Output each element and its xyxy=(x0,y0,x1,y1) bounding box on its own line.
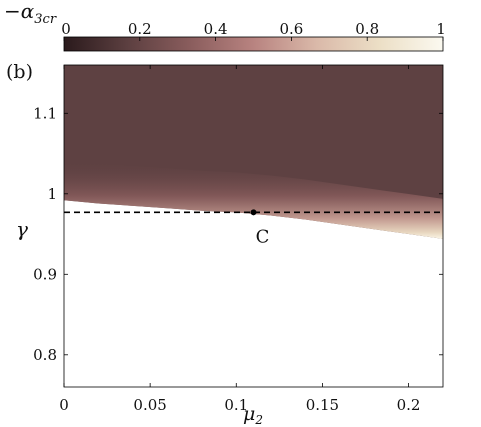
y-axis-ticks: 0.8 0.9 1 1.1 xyxy=(33,104,443,364)
colorbar-tick-label: 0.2 xyxy=(128,20,152,38)
heatmap-boundary-gradient xyxy=(64,160,443,239)
colorbar-label: −α3cr xyxy=(4,0,57,27)
panel-label: (b) xyxy=(6,61,33,83)
colorbar-tick-label: 0 xyxy=(61,20,71,38)
colorbar-label-prefix: −α xyxy=(4,0,35,23)
x-tick-label: 0 xyxy=(59,396,69,414)
critical-point-marker xyxy=(250,209,257,216)
plot-area xyxy=(64,65,443,387)
x-axis-label-base: μ xyxy=(243,403,255,425)
colorbar-tick-label: 0.4 xyxy=(204,20,228,38)
x-tick-label: 0.2 xyxy=(397,396,421,414)
colorbar-tick-label: 1 xyxy=(436,20,446,38)
y-tick-label: 1 xyxy=(47,185,57,203)
y-axis-label: γ xyxy=(16,217,28,241)
svg-text:−α3cr: −α3cr xyxy=(4,0,57,27)
y-tick-label: 0.9 xyxy=(33,265,57,283)
x-tick-label: 0.05 xyxy=(133,396,166,414)
x-tick-label: 0.15 xyxy=(306,396,339,414)
plot-frame xyxy=(63,64,444,388)
colorbar-tick-label: 0.6 xyxy=(279,20,303,38)
colorbar-label-subscript: 3cr xyxy=(34,12,57,27)
x-axis-label-subscript: 2 xyxy=(254,413,263,427)
colorbar-ticks: 0 0.2 0.4 0.6 0.8 1 xyxy=(61,20,446,41)
colorbar-tick-label: 0.8 xyxy=(355,20,379,38)
x-axis-ticks: 0 0.05 0.1 0.15 0.2 xyxy=(59,65,420,414)
y-tick-label: 1.1 xyxy=(33,104,57,122)
x-axis-label: μ2 xyxy=(243,403,263,427)
x-tick-label: 0.1 xyxy=(224,396,248,414)
colorbar xyxy=(63,36,444,52)
y-tick-label: 0.8 xyxy=(33,346,57,364)
critical-point-label: C xyxy=(256,226,270,247)
